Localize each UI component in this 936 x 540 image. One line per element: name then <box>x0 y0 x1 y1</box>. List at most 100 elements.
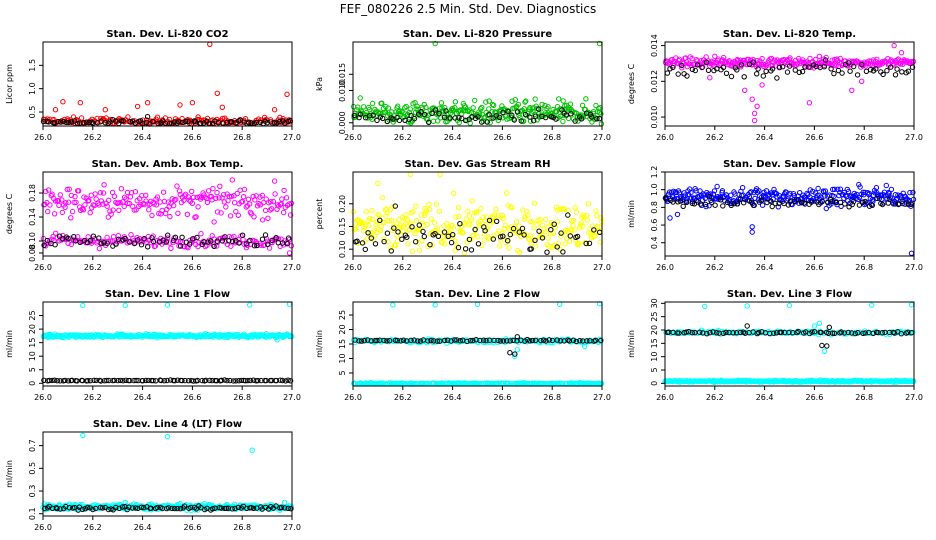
data-point <box>186 197 192 203</box>
chart-title: Stan. Dev. Line 4 (LT) Flow <box>93 419 242 430</box>
data-point <box>754 189 761 196</box>
y-tick-label: 25 <box>28 310 37 320</box>
data-point <box>888 186 895 193</box>
data-point <box>227 213 234 219</box>
data-point <box>116 207 122 214</box>
data-point <box>821 193 828 199</box>
y-tick-label: 0.8 <box>650 201 659 214</box>
data-point <box>356 114 362 121</box>
data-point <box>47 202 53 208</box>
data-point <box>57 192 63 198</box>
data-point <box>499 212 506 219</box>
data-point <box>288 243 295 249</box>
data-point <box>68 241 75 248</box>
data-point <box>560 118 566 125</box>
data-point <box>749 224 755 230</box>
data-point <box>847 68 853 74</box>
data-point <box>46 187 52 193</box>
data-point <box>117 200 123 206</box>
data-point <box>556 96 562 102</box>
data-point <box>469 217 475 223</box>
data-point <box>44 116 50 122</box>
data-point <box>515 101 521 108</box>
data-point <box>89 119 95 126</box>
data-point <box>831 70 837 77</box>
data-point <box>361 228 367 234</box>
data-point <box>516 223 522 229</box>
data-point <box>124 240 131 246</box>
data-point <box>422 210 429 216</box>
data-point <box>807 55 813 62</box>
y-tick-label: 1.2 <box>650 166 659 179</box>
data-point <box>512 97 518 103</box>
chart-panel-8: Stan. Dev. Line 2 Flow ml/min 26.0 26.2 26.4… <box>315 289 611 402</box>
data-point <box>122 302 128 309</box>
data-point <box>134 103 141 110</box>
data-point <box>71 199 77 206</box>
data-point <box>684 73 690 79</box>
data-point <box>388 217 395 224</box>
plot-frame <box>352 301 603 387</box>
data-point <box>754 71 760 77</box>
data-point <box>243 204 250 210</box>
data-point <box>846 60 852 66</box>
data-point <box>709 199 715 206</box>
data-point <box>899 69 905 75</box>
data-point <box>493 110 499 116</box>
data-point <box>527 233 534 239</box>
series-2 <box>351 106 603 126</box>
data-point <box>748 189 754 195</box>
data-point <box>714 183 720 190</box>
y-axis-label: degrees C <box>5 193 14 234</box>
x-tick-label: 26.6 <box>805 133 823 142</box>
data-point <box>76 188 82 194</box>
data-point <box>502 222 508 229</box>
chart-title: Stan. Dev. Sample Flow <box>723 159 856 170</box>
data-point <box>403 212 409 218</box>
data-point <box>394 238 401 244</box>
data-point <box>486 217 493 224</box>
x-tick-label: 26.6 <box>183 523 201 532</box>
data-point <box>849 201 855 208</box>
data-point <box>435 118 441 124</box>
data-point <box>409 248 415 255</box>
data-point <box>245 196 252 203</box>
data-point <box>146 207 152 213</box>
data-point <box>509 112 515 119</box>
data-point <box>164 433 171 440</box>
data-point <box>679 62 685 69</box>
data-point <box>442 104 448 111</box>
data-point <box>41 242 47 249</box>
data-point <box>433 201 440 207</box>
data-point <box>905 68 911 74</box>
data-point <box>837 55 843 62</box>
data-point <box>750 59 756 65</box>
data-point <box>362 115 369 121</box>
data-point <box>110 207 116 213</box>
data-point <box>272 191 278 197</box>
data-point <box>842 201 848 207</box>
data-point <box>801 200 807 206</box>
x-tick-label: 26.0 <box>656 133 674 142</box>
data-point <box>351 112 357 119</box>
data-point <box>53 230 59 237</box>
series-2 <box>40 114 293 127</box>
data-point <box>888 64 894 70</box>
data-point <box>514 347 520 353</box>
data-point <box>589 114 595 120</box>
data-point <box>429 110 435 117</box>
data-point <box>570 217 577 224</box>
data-point <box>432 231 438 237</box>
data-point <box>769 62 776 69</box>
data-point <box>254 119 260 126</box>
data-point <box>811 323 818 329</box>
data-point <box>218 210 224 216</box>
data-point <box>257 119 263 126</box>
data-point <box>214 189 220 196</box>
data-point <box>68 119 75 125</box>
data-point <box>133 207 139 213</box>
data-point <box>504 190 510 196</box>
data-point <box>910 189 916 196</box>
data-point <box>410 209 416 215</box>
data-point <box>712 53 718 59</box>
